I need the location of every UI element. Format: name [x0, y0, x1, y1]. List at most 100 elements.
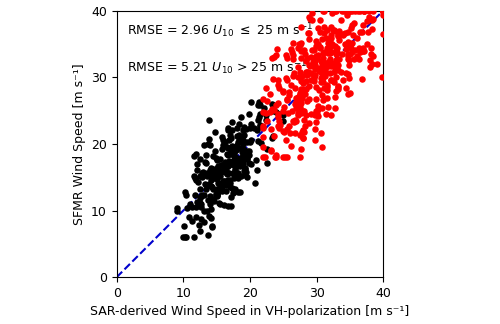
Point [380, 8, 388, 13]
Point [332, 8, 340, 13]
Point [208, 173, 216, 178]
Point [192, 192, 200, 198]
Point [260, 145, 268, 150]
Point [276, 122, 284, 127]
Point [306, 63, 314, 68]
Point [209, 196, 217, 201]
Point [218, 162, 226, 167]
Point [298, 146, 306, 152]
Point [196, 156, 204, 161]
Point [268, 108, 276, 113]
Point [332, 50, 340, 55]
Point [205, 214, 213, 219]
Point [347, 45, 355, 51]
Point [212, 187, 220, 192]
Point [326, 51, 334, 56]
Point [378, 74, 386, 79]
Point [216, 201, 224, 206]
Point [241, 166, 249, 171]
Point [284, 110, 292, 116]
Point [342, 47, 350, 52]
Point [268, 106, 276, 111]
Point [272, 155, 280, 160]
Point [238, 155, 246, 160]
Point [216, 171, 224, 176]
Point [206, 202, 214, 207]
Point [236, 163, 244, 168]
Point [233, 125, 241, 130]
Point [324, 51, 332, 56]
Point [222, 169, 230, 174]
Point [302, 69, 310, 75]
Point [220, 166, 228, 171]
Point [312, 54, 320, 59]
Point [294, 96, 302, 101]
Point [233, 134, 241, 139]
Point [327, 35, 335, 40]
Point [285, 93, 293, 98]
Point [318, 62, 326, 67]
Point [318, 78, 326, 83]
Point [218, 146, 226, 151]
Point [279, 89, 287, 95]
Point [296, 101, 304, 106]
Point [356, 49, 364, 54]
Point [227, 135, 235, 141]
Point [345, 63, 353, 68]
Point [305, 63, 313, 68]
Point [288, 74, 296, 79]
Point [380, 8, 388, 13]
Point [224, 163, 232, 168]
Point [216, 174, 224, 179]
Point [332, 49, 340, 54]
Point [331, 43, 339, 49]
Point [311, 112, 319, 117]
Point [313, 56, 321, 61]
Point [260, 134, 268, 140]
Point [246, 140, 254, 145]
Point [314, 113, 322, 118]
Point [318, 106, 326, 111]
Point [228, 151, 236, 156]
Point [206, 136, 214, 141]
Point [314, 52, 322, 58]
Point [315, 69, 323, 74]
Point [301, 123, 309, 128]
Point [292, 101, 300, 106]
Point [216, 183, 224, 188]
Point [307, 55, 315, 60]
Point [245, 149, 253, 154]
Point [228, 161, 236, 166]
Point [272, 52, 280, 58]
Point [279, 155, 287, 160]
Point [334, 63, 342, 68]
Point [190, 173, 198, 178]
Point [367, 46, 375, 51]
Point [243, 174, 251, 179]
Point [230, 173, 237, 178]
Point [232, 168, 239, 173]
Point [316, 69, 324, 74]
Point [224, 158, 232, 163]
Point [225, 162, 233, 167]
Point [332, 57, 340, 63]
Point [320, 98, 328, 103]
Point [275, 111, 283, 116]
Point [200, 220, 208, 225]
Point [228, 162, 236, 167]
Point [320, 30, 328, 35]
Point [214, 166, 222, 171]
Point [355, 45, 363, 51]
Point [346, 58, 354, 63]
Point [226, 132, 234, 137]
Point [319, 60, 327, 65]
Point [322, 88, 330, 93]
Point [342, 70, 350, 75]
Point [332, 51, 340, 56]
Point [310, 79, 318, 84]
Point [227, 147, 235, 152]
Point [359, 48, 367, 53]
Point [244, 157, 252, 162]
Point [304, 71, 312, 76]
Point [358, 77, 366, 82]
